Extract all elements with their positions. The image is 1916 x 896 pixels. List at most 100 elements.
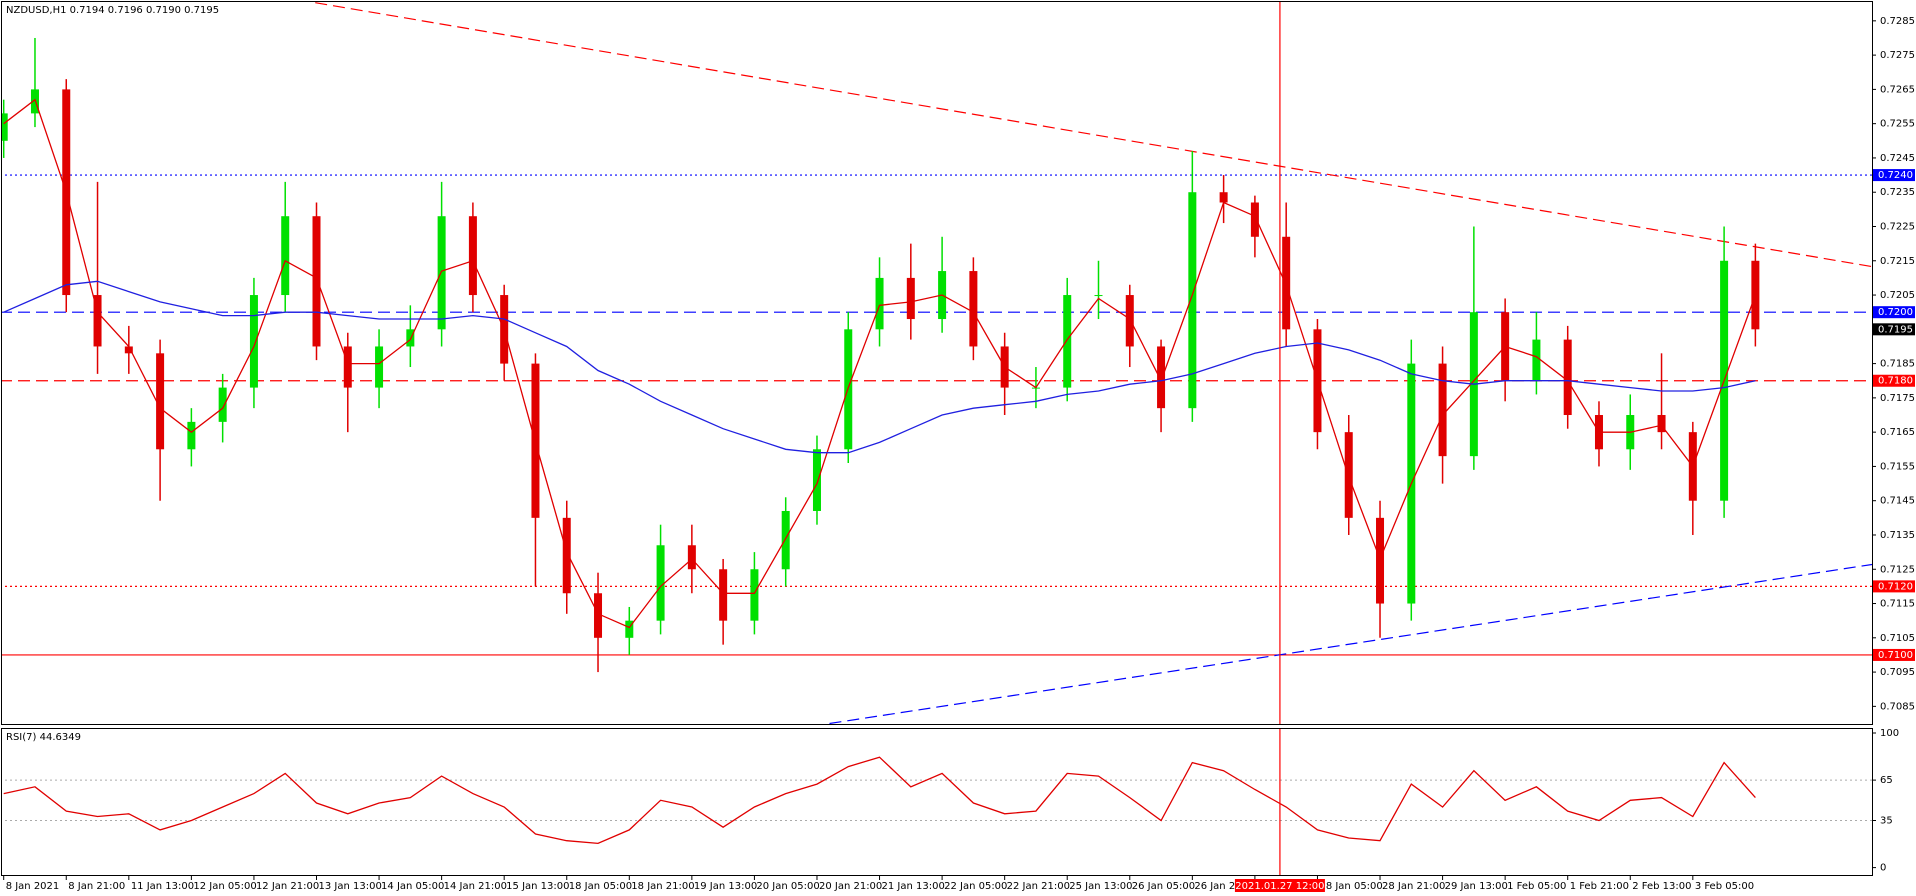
moving-average bbox=[3, 280, 1756, 454]
x-tick-label: 8 Jan 2021 bbox=[6, 881, 60, 892]
y-tick-label: 0.7125 bbox=[1880, 564, 1915, 575]
level-label: 0.7120 bbox=[1878, 581, 1913, 592]
y-tick-label: 0.7255 bbox=[1880, 119, 1915, 130]
y-tick-label: 0.7155 bbox=[1880, 461, 1915, 472]
candle-body bbox=[625, 620, 634, 638]
candle-body bbox=[1188, 192, 1197, 409]
candle-body bbox=[249, 295, 258, 388]
candle-body bbox=[1376, 517, 1385, 604]
level-label: 0.7100 bbox=[1878, 650, 1913, 661]
y-tick-label: 0.7185 bbox=[1880, 359, 1915, 370]
level-tag bbox=[1873, 374, 1915, 387]
x-tick-label: 19 Jan 13:00 bbox=[694, 881, 757, 892]
y-tick-label: 0.7105 bbox=[1880, 633, 1915, 644]
x-tick-label: 25 Jan 13:00 bbox=[1069, 881, 1132, 892]
rsi-plot bbox=[2, 729, 1872, 875]
y-tick-label: 0.7145 bbox=[1880, 496, 1915, 507]
y-tick-label: 0.7285 bbox=[1880, 16, 1915, 27]
x-tick-label: 14 Jan 05:00 bbox=[381, 881, 444, 892]
candle-body bbox=[812, 449, 821, 511]
candle-body bbox=[2, 113, 8, 141]
level-tag bbox=[1873, 648, 1915, 661]
x-tick-label: 18 Jan 05:00 bbox=[569, 881, 632, 892]
candle-body bbox=[156, 353, 165, 450]
candle-body bbox=[124, 346, 133, 354]
candle-body bbox=[1157, 346, 1166, 409]
x-tick-label: 29 Jan 13:00 bbox=[1445, 881, 1508, 892]
x-tick-label: 22 Jan 21:00 bbox=[1007, 881, 1070, 892]
candle-body bbox=[687, 545, 696, 570]
candle-body bbox=[343, 346, 352, 388]
rsi-tick-label: 100 bbox=[1880, 728, 1899, 739]
x-tick-label: 15 Jan 13:00 bbox=[506, 881, 569, 892]
candle-body bbox=[312, 216, 321, 347]
x-tick-label: 26 Jan 21:00 bbox=[1194, 881, 1257, 892]
candle-body bbox=[594, 593, 603, 638]
vline-tag bbox=[1234, 879, 1325, 892]
rsi-title: RSI(7) 44.6349 bbox=[6, 732, 81, 743]
y-tick-label: 0.7115 bbox=[1880, 599, 1915, 610]
candle-body bbox=[1219, 192, 1228, 203]
x-tick-label: 12 Jan 21:00 bbox=[256, 881, 319, 892]
x-tick-label: 1 Feb 05:00 bbox=[1507, 881, 1566, 892]
x-tick-label: 11 Jan 13:00 bbox=[131, 881, 194, 892]
y-tick-label: 0.7215 bbox=[1880, 256, 1915, 267]
current-price-tag bbox=[1873, 323, 1915, 336]
y-tick-label: 0.7235 bbox=[1880, 187, 1915, 198]
level-label: 0.7240 bbox=[1878, 170, 1913, 181]
overlay: 0.7285 0.7275 0.7265 0.7255 0.7245 0.7235 0.72… bbox=[3, 16, 1915, 892]
trendline bbox=[829, 563, 1872, 724]
x-tick-label: 1 Feb 21:00 bbox=[1570, 881, 1629, 892]
x-tick-label: 20 Jan 05:00 bbox=[756, 881, 819, 892]
level-label: 0.7180 bbox=[1878, 376, 1913, 387]
trendline bbox=[315, 2, 1872, 268]
current-price-label: 0.7195 bbox=[1878, 324, 1913, 335]
moving-average bbox=[3, 98, 1757, 629]
candle-body bbox=[1438, 363, 1447, 457]
candle-body bbox=[1125, 295, 1134, 347]
candle-body bbox=[875, 277, 884, 330]
candle-body bbox=[969, 271, 978, 347]
candle-body bbox=[906, 277, 915, 320]
candle-body bbox=[1657, 415, 1666, 433]
candle-body bbox=[781, 510, 790, 570]
candle-body bbox=[375, 346, 384, 388]
y-tick-label: 0.7135 bbox=[1880, 530, 1915, 541]
x-tick-label: 22 Jan 05:00 bbox=[944, 881, 1007, 892]
y-tick-label: 0.7165 bbox=[1880, 427, 1915, 438]
main-panel bbox=[1, 1, 1873, 725]
candle-body bbox=[719, 569, 728, 621]
candle-body bbox=[281, 216, 290, 296]
candle-body bbox=[562, 517, 571, 594]
level-label: 0.7200 bbox=[1878, 307, 1913, 318]
rsi-tick-label: 65 bbox=[1880, 775, 1893, 786]
x-tick-label: 3 Feb 05:00 bbox=[1695, 881, 1754, 892]
y-tick-label: 0.7085 bbox=[1880, 701, 1915, 712]
y-tick-label: 0.7245 bbox=[1880, 153, 1915, 164]
chart-title: NZDUSD,H1 0.7194 0.7196 0.7190 0.7195 bbox=[6, 5, 219, 16]
x-tick-label: 18 Jan 21:00 bbox=[631, 881, 694, 892]
candle-body bbox=[1532, 339, 1541, 381]
rsi-tick-label: 0 bbox=[1880, 863, 1886, 874]
x-tick-label: 8 Jan 21:00 bbox=[68, 881, 125, 892]
candle-body bbox=[437, 216, 446, 330]
candle-body bbox=[750, 569, 759, 621]
main-plot bbox=[2, 2, 1872, 724]
candle-body bbox=[656, 545, 665, 621]
y-tick-label: 0.7225 bbox=[1880, 221, 1915, 232]
rsi-line bbox=[3, 756, 1756, 845]
level-tag bbox=[1873, 169, 1915, 182]
candle-body bbox=[218, 387, 227, 422]
candle-body bbox=[406, 329, 415, 347]
x-tick-label: 12 Jan 05:00 bbox=[193, 881, 256, 892]
rsi-panel bbox=[1, 728, 1873, 876]
x-tick-label: 28 Jan 05:00 bbox=[1319, 881, 1382, 892]
level-tag bbox=[1873, 306, 1915, 319]
x-tick-label: 20 Jan 21:00 bbox=[819, 881, 882, 892]
y-tick-label: 0.7095 bbox=[1880, 667, 1915, 678]
candle-body bbox=[1250, 202, 1259, 237]
x-tick-label: 2 Feb 13:00 bbox=[1632, 881, 1691, 892]
x-tick-label: 21 Jan 13:00 bbox=[882, 881, 945, 892]
x-tick-label: 13 Jan 13:00 bbox=[319, 881, 382, 892]
